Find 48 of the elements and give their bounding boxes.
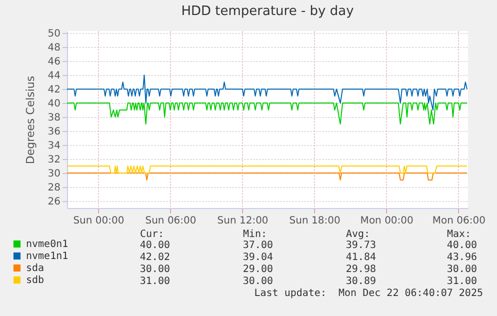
text: Cur: xyxy=(140,229,164,240)
line-series xyxy=(66,102,468,125)
legend-label: nvme0n1 xyxy=(26,239,68,250)
y-tick-label: 38 xyxy=(48,112,60,124)
chart-title: HDD temperature - by day xyxy=(181,4,354,20)
text: 42.02 xyxy=(140,252,170,264)
text: 39.73 xyxy=(346,240,376,252)
text: 40.00 xyxy=(140,240,170,252)
text: 30.89 xyxy=(346,276,376,288)
x-tick-label: Sun 00:00 xyxy=(73,216,124,226)
text: 30.00 xyxy=(140,264,170,276)
text: 31.00 xyxy=(140,276,170,288)
x-tick-label: Sun 18:00 xyxy=(289,216,340,226)
x-tick-label: Sun 06:00 xyxy=(145,216,196,226)
legend-label: sda xyxy=(26,263,44,274)
text: 43.96 xyxy=(446,252,477,264)
text: 41.84 xyxy=(346,252,376,264)
y-axis-title: Degrees Celsius xyxy=(24,76,37,164)
text: 40.00 xyxy=(446,240,477,252)
y-tick-label: 32 xyxy=(48,154,60,166)
text: 30.00 xyxy=(446,264,477,276)
x-tick-label: Mon 06:00 xyxy=(432,216,486,226)
x-tick-label: Sun 12:00 xyxy=(217,216,268,226)
y-tick-label: 30 xyxy=(48,168,60,180)
text: 39.04 xyxy=(242,252,273,264)
line-series xyxy=(66,74,468,111)
y-tick-label: 42 xyxy=(48,84,60,96)
text: Last update: Mon Dec 22 06:40:07 2025 xyxy=(254,288,483,300)
text: Avg: xyxy=(346,229,370,240)
y-tick-label: 44 xyxy=(48,70,60,82)
y-tick-label: 40 xyxy=(48,98,60,110)
y-tick-label: 26 xyxy=(48,196,60,208)
text: Max: xyxy=(447,229,472,240)
text: 29.00 xyxy=(242,264,273,276)
y-tick-label: 28 xyxy=(48,182,60,194)
text: Min: xyxy=(243,229,268,240)
x-tick-label: Mon 00:00 xyxy=(360,216,414,226)
text: 37.00 xyxy=(242,240,273,252)
y-tick-label: 48 xyxy=(48,42,60,54)
legend-label: sdb xyxy=(26,275,44,286)
y-tick-label: 46 xyxy=(48,56,60,68)
y-tick-label: 36 xyxy=(48,126,60,138)
text: 31.00 xyxy=(446,276,477,288)
y-tick-label: 50 xyxy=(48,28,60,40)
legend-label: nvme1n1 xyxy=(26,251,68,262)
y-tick-label: 34 xyxy=(48,140,60,152)
text: 29.98 xyxy=(346,264,376,276)
text: 30.00 xyxy=(242,276,273,288)
